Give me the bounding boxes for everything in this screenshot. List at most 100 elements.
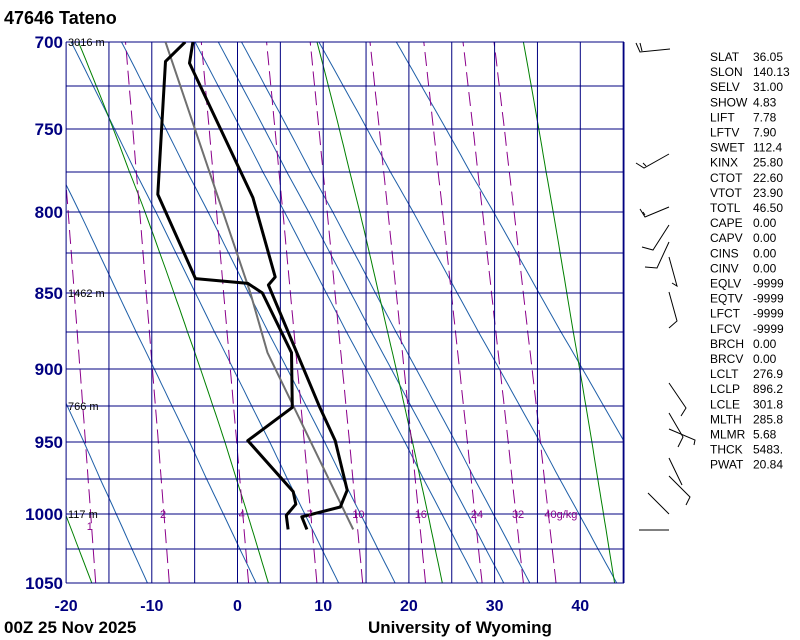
wind-barb	[668, 382, 687, 417]
stat-label: SELV	[710, 80, 740, 94]
mixing-ratio-line	[423, 42, 483, 583]
pressure-tick-label: 750	[35, 120, 63, 139]
stat-label: VTOT	[710, 186, 742, 200]
stat-value: 7.90	[753, 126, 777, 140]
stat-label: KINX	[710, 156, 738, 170]
wind-barb	[668, 428, 696, 446]
mixing-ratio-line	[266, 42, 318, 583]
stat-label: EQTV	[710, 292, 743, 306]
stat-value: 112.4	[753, 141, 782, 155]
stat-label: EQLV	[710, 277, 741, 291]
stat-value: 276.9	[753, 367, 783, 381]
pressure-tick-label: 1000	[25, 505, 63, 524]
parcel-path-line	[164, 42, 355, 530]
height-label: 766 m	[68, 401, 99, 413]
stat-label: LCLT	[710, 367, 739, 381]
temperature-tick-label: -10	[140, 598, 163, 615]
mixing-ratio-label: 1	[87, 521, 93, 533]
temperature-tick-label: 30	[486, 598, 504, 615]
temperature-tick-label: 40	[571, 598, 589, 615]
height-label: 3016 m	[68, 37, 105, 49]
pressure-tick-label: 850	[35, 284, 63, 303]
stat-label: LCLE	[710, 397, 740, 411]
stat-label: MLTH	[710, 412, 742, 426]
observation-time: 00Z 25 Nov 2025	[4, 618, 136, 637]
wind-barb	[647, 492, 670, 515]
mixing-ratio-line	[493, 42, 557, 583]
stat-value: 0.00	[753, 216, 777, 230]
stat-label: CINV	[710, 261, 739, 275]
stat-label: CAPV	[710, 231, 743, 245]
stat-value: 285.8	[753, 412, 783, 426]
temperature-tick-label: 0	[233, 598, 242, 615]
mixing-ratio-label: 32	[512, 509, 524, 521]
mixing-ratio-line	[200, 42, 250, 583]
pressure-tick-label: 800	[35, 203, 63, 222]
temperature-tick-label: 20	[400, 598, 418, 615]
stat-value: -9999	[753, 277, 784, 291]
stat-value: 23.90	[753, 186, 783, 200]
pressure-tick-label: 700	[35, 33, 63, 52]
stat-label: THCK	[710, 443, 743, 457]
stat-label: LFCV	[710, 322, 741, 336]
stat-value: 301.8	[753, 397, 783, 411]
wind-barb	[642, 162, 647, 167]
wind-barb	[668, 475, 691, 506]
stat-value: 0.00	[753, 261, 777, 275]
mixing-ratio-label: 40g/kg	[544, 509, 577, 521]
sounding-profiles	[156, 42, 355, 530]
wind-barb	[668, 457, 683, 486]
stat-label: LCLP	[710, 382, 740, 396]
mixing-ratio-label: 10	[352, 509, 364, 521]
stat-value: 31.00	[753, 80, 783, 94]
wind-barb	[635, 42, 671, 53]
stat-value: 36.05	[753, 50, 783, 64]
stat-value: 7.78	[753, 110, 777, 124]
pressure-tick-label: 950	[35, 433, 63, 452]
stat-value: 896.2	[753, 382, 783, 396]
stat-label: LIFT	[710, 110, 735, 124]
stats-panel: SLAT 36.05 SLON 140.13 SELV 31.00 SHOW 4.83 LIFT…	[710, 50, 790, 472]
wind-barb	[641, 224, 670, 251]
stat-label: TOTL	[710, 201, 741, 215]
dry-adiabat	[66, 401, 148, 583]
stat-value: -9999	[753, 322, 784, 336]
moist-adiabat	[316, 42, 443, 583]
stat-label: LFTV	[710, 126, 739, 140]
stat-value: 0.00	[753, 352, 777, 366]
mixing-ratio-label: 16	[415, 509, 427, 521]
stat-value: 0.00	[753, 246, 777, 260]
wind-barb	[668, 412, 684, 448]
wind-barb	[642, 211, 646, 216]
stat-value: 20.84	[753, 458, 783, 472]
mixing-ratio-label: 4	[239, 509, 245, 521]
stat-value: 0.00	[753, 231, 777, 245]
dry-adiabat	[318, 42, 618, 583]
background-lines	[66, 42, 624, 583]
height-label: 117 m	[68, 509, 98, 521]
source-credit: University of Wyoming	[368, 618, 552, 637]
stat-value: 46.50	[753, 201, 783, 215]
wind-barb	[644, 241, 670, 269]
stat-label: SWET	[710, 141, 745, 155]
mixing-ratio-label: 2	[160, 509, 166, 521]
mixing-ratio-line	[309, 42, 364, 583]
stat-value: 22.60	[753, 171, 783, 185]
pressure-tick-label: 1050	[25, 574, 63, 593]
stat-value: 140.13	[753, 65, 790, 79]
stat-value: -9999	[753, 307, 784, 321]
stat-label: BRCH	[710, 337, 744, 351]
stat-label: BRCV	[710, 352, 743, 366]
moist-adiabat	[77, 42, 269, 583]
dry-adiabat	[217, 42, 505, 583]
wind-barb	[635, 153, 670, 169]
dry-adiabat	[241, 42, 531, 583]
height-label: 1462 m	[68, 288, 105, 300]
stat-label: CINS	[710, 246, 739, 260]
stat-label: LFCT	[710, 307, 741, 321]
stat-value: 25.80	[753, 156, 783, 170]
stat-value: 5483.	[753, 443, 783, 457]
stat-value: 4.83	[753, 95, 777, 109]
mixing-ratio-label: 7	[307, 509, 313, 521]
